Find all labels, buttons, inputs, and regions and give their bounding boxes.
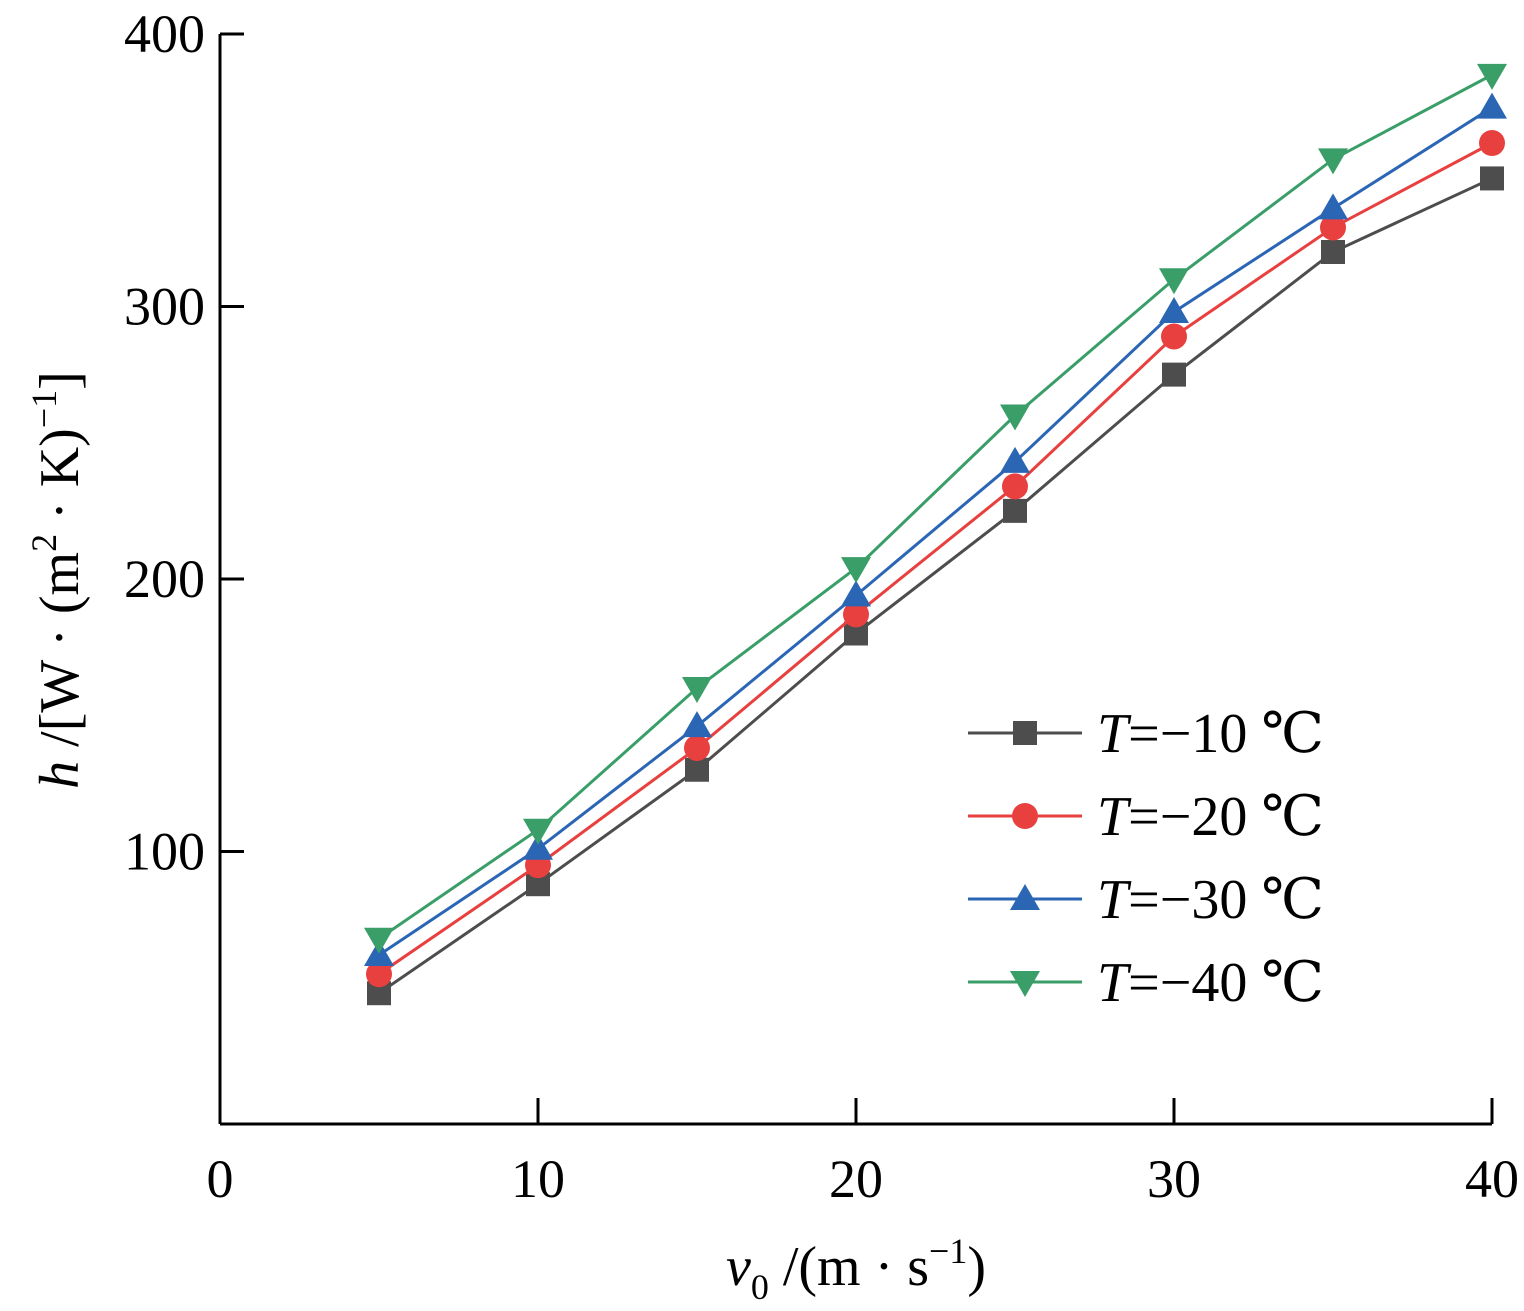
- legend-label: T=−10 ℃: [1097, 703, 1324, 765]
- legend-marker: [1012, 803, 1038, 829]
- data-point: [1003, 498, 1027, 523]
- series-1: [367, 166, 1504, 1006]
- legend-item: T=−20 ℃: [968, 786, 1324, 848]
- data-point: [1477, 63, 1507, 90]
- series-line: [378, 141, 1493, 976]
- data-point: [1477, 92, 1507, 119]
- data-point: [1480, 166, 1504, 191]
- data-point: [523, 818, 553, 845]
- data-point: [1318, 193, 1348, 220]
- x-tick-label: 0: [207, 1149, 234, 1209]
- series-4: [364, 63, 1507, 954]
- series-group: [364, 63, 1507, 1006]
- x-tick-label: 40: [1465, 1149, 1519, 1209]
- legend-marker: [1013, 721, 1037, 745]
- x-tick-label: 20: [829, 1149, 883, 1209]
- data-point: [1000, 446, 1030, 473]
- series-line: [378, 73, 1493, 940]
- data-point: [843, 601, 869, 628]
- data-point: [1321, 240, 1345, 264]
- y-tick-label: 400: [124, 4, 205, 64]
- series-line: [378, 106, 1493, 957]
- data-point: [1002, 473, 1028, 500]
- data-point: [1159, 268, 1189, 295]
- data-point: [1000, 404, 1030, 431]
- legend-marker: [1010, 884, 1040, 910]
- x-tick-label: 10: [511, 1149, 565, 1209]
- data-point: [523, 833, 553, 860]
- series-line: [378, 177, 1493, 995]
- y-tick-label: 300: [124, 277, 205, 337]
- data-point: [841, 557, 871, 584]
- data-point: [682, 711, 712, 738]
- legend-label: T=−30 ℃: [1097, 869, 1324, 931]
- data-point: [682, 677, 712, 703]
- y-axis-title: h /[W · (m2 · K)−1]: [24, 371, 91, 789]
- legend-label: T=−40 ℃: [1097, 952, 1324, 1014]
- legend-item: T=−30 ℃: [968, 869, 1324, 931]
- data-point: [841, 580, 871, 607]
- x-axis-title: v0 /(m · s−1): [726, 1231, 986, 1307]
- series-2: [366, 130, 1505, 988]
- data-point: [364, 927, 394, 954]
- data-point: [1159, 296, 1189, 323]
- y-tick-label: 100: [124, 822, 205, 882]
- data-point: [1162, 362, 1186, 387]
- legend: T=−10 ℃ T=−20 ℃ T=−30 ℃ T=−40 ℃: [968, 703, 1324, 1014]
- legend-item: T=−40 ℃: [968, 952, 1324, 1014]
- data-point: [1479, 130, 1505, 156]
- x-tick-label: 30: [1147, 1149, 1201, 1209]
- y-tick-label: 200: [124, 549, 205, 609]
- legend-item: T=−10 ℃: [968, 703, 1324, 765]
- data-point: [1318, 148, 1348, 175]
- data-point: [1161, 323, 1187, 350]
- legend-label: T=−20 ℃: [1097, 786, 1324, 848]
- series-3: [364, 92, 1507, 967]
- legend-marker: [1010, 971, 1040, 997]
- data-point: [1320, 214, 1346, 241]
- ticks: 0 10 20 30 40 100 200 300 400: [124, 4, 1519, 1209]
- data-point: [366, 961, 392, 988]
- data-point: [684, 734, 710, 761]
- data-point: [685, 757, 709, 782]
